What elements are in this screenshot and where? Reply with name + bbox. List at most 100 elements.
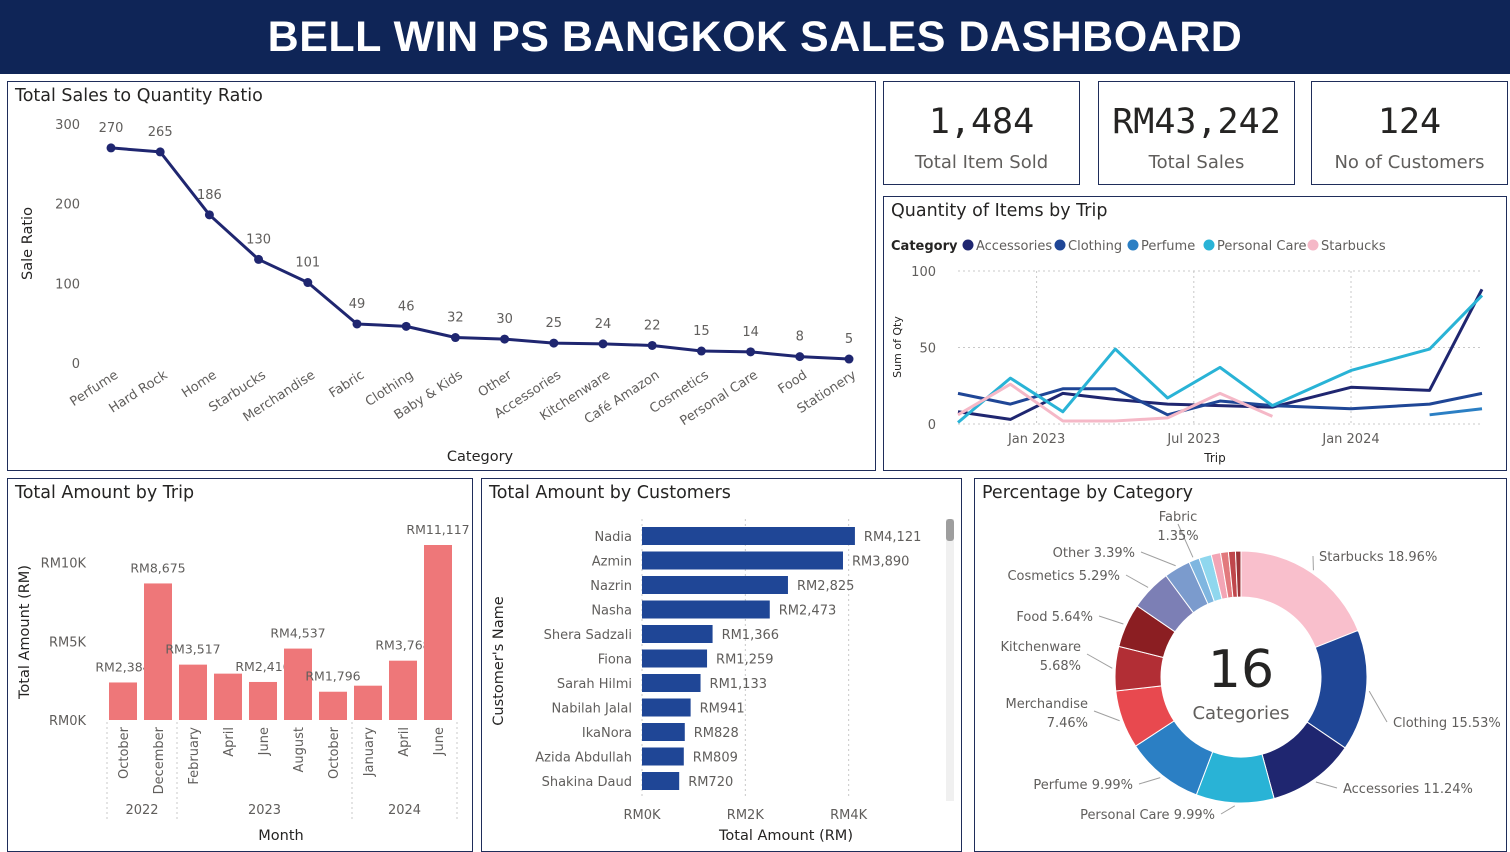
ratio-series-line [110, 146, 850, 361]
y-tick-label: 300 [55, 118, 80, 133]
data-label: 8 [796, 330, 804, 345]
leader-line [1368, 690, 1388, 723]
legend-item: Starbucks [1321, 239, 1386, 254]
legend-marker-perfume [1127, 239, 1139, 251]
data-point-personal-care [746, 347, 756, 357]
bar-june [249, 681, 277, 720]
slice-label: Accessories 11.24% [1343, 782, 1473, 797]
slice-minor-15 [1234, 550, 1242, 598]
y-tick-label: 0 [72, 357, 80, 372]
y-axis-title: Customer's Name [491, 596, 507, 725]
data-point-fabric [352, 319, 362, 329]
data-label: RM809 [693, 751, 738, 766]
data-label: 25 [546, 316, 563, 331]
bar-ikanora [642, 723, 685, 741]
slice-label: 5.68% [1040, 659, 1081, 674]
y-axis-title: Sum of Qty [891, 316, 904, 378]
trip-qty-panel-title: Quantity of Items by Trip [891, 201, 1108, 221]
year-label: 2022 [125, 803, 158, 818]
data-label: 22 [644, 318, 661, 333]
bar-october [319, 691, 347, 720]
x-tick-label: January [362, 727, 377, 778]
data-label: RM2,825 [797, 579, 854, 594]
percentage-panel[interactable]: Percentage by Category Starbucks 18.96% C… [974, 478, 1507, 852]
customer-name: Nazrin [590, 579, 632, 594]
slice-label: Cosmetics 5.29% [1007, 569, 1120, 584]
category-donut-chart[interactable]: Starbucks 18.96% Clothing 15.53% Accessori… [975, 479, 1505, 850]
bar-april [214, 673, 242, 720]
kpi-label: No of Customers [1334, 152, 1485, 173]
kpi-no-of-customers[interactable]: 124 No of Customers [1311, 81, 1508, 185]
bar-january [354, 685, 382, 720]
customers-bar-chart[interactable]: RM0K RM2K RM4K Nadia RM4,121 Azmin RM3,890 Nazr… [482, 479, 960, 850]
data-label: 14 [742, 325, 759, 340]
x-tick-label: December [152, 726, 167, 794]
data-label: 32 [447, 311, 464, 326]
x-tick-label: April [397, 727, 412, 757]
trip-qty-panel[interactable]: Quantity of Items by Trip Category Access… [883, 196, 1507, 471]
data-label: 265 [148, 125, 173, 140]
x-axis-title: Month [258, 828, 303, 844]
kpi-label: Total Item Sold [914, 152, 1049, 173]
leader-line [1093, 710, 1120, 722]
kpi-total-sales[interactable]: RM43,242 Total Sales [1098, 81, 1295, 185]
trip-amount-panel-title: Total Amount by Trip [15, 483, 195, 503]
bar-azida-abdullah [642, 747, 684, 766]
leader-line [1140, 551, 1176, 567]
x-tick-label: Home [179, 368, 219, 401]
data-point-home [204, 210, 214, 220]
donut-center-label: Categories [1192, 703, 1289, 724]
data-label: RM3,890 [852, 555, 909, 570]
series-line-personal-care [957, 294, 1484, 424]
x-tick-label: June [257, 727, 272, 756]
trip-amount-panel[interactable]: Total Amount by Trip RM0K RM5K RM10K Total … [7, 478, 473, 852]
legend-marker-starbucks [1307, 239, 1319, 251]
slice-label: 7.46% [1047, 716, 1088, 731]
trip-amount-bar-chart[interactable]: RM0K RM5K RM10K Total Amount (RM) RM2,384 Oct… [8, 479, 471, 850]
ratio-panel[interactable]: Total Sales to Quantity Ratio 0 100 200 300… [7, 81, 876, 471]
customers-panel[interactable]: Total Amount by Customers RM0K RM2K RM4K Na… [481, 478, 962, 852]
slice-label: Other 3.39% [1053, 546, 1135, 561]
leader-line [1125, 574, 1149, 588]
bar-nasha [642, 600, 770, 619]
data-point-perfume [106, 143, 116, 153]
slice-label: Food 5.64% [1016, 610, 1093, 625]
data-label: RM2,384 [95, 659, 150, 674]
trip-qty-line-chart[interactable]: Category Accessories Clothing Perfume Person… [884, 197, 1505, 469]
data-label: RM1,366 [722, 628, 779, 643]
customer-name: Nadia [594, 530, 632, 545]
y-tick-label: RM0K [49, 714, 87, 729]
x-axis-title: Category [447, 449, 514, 465]
data-label: RM3,768 [375, 638, 430, 653]
data-point-baby-kids [450, 333, 460, 343]
customers-panel-title: Total Amount by Customers [489, 483, 731, 503]
leader-line [1098, 615, 1124, 625]
bar-shakina-daud [642, 772, 680, 790]
customers-scrollbar[interactable] [946, 519, 954, 801]
leader-line [1138, 777, 1161, 785]
y-tick-label: 50 [919, 342, 936, 357]
legend-item: Personal Care [1217, 239, 1307, 254]
x-tick-label: RM4K [830, 808, 868, 823]
bar-nabilah-jalal [642, 698, 691, 717]
customers-scrollbar-thumb[interactable] [946, 519, 954, 541]
kpi-value: RM43,242 [1112, 102, 1281, 142]
data-label: 101 [295, 256, 320, 271]
dashboard-title: BELL WIN PS BANGKOK SALES DASHBOARD [267, 12, 1243, 61]
bar-sarah-hilmi [642, 674, 701, 692]
slice-label: Fabric [1159, 510, 1198, 525]
data-label: 30 [496, 312, 513, 327]
bar-february [179, 664, 207, 720]
data-label: RM1,796 [305, 669, 360, 684]
data-label: RM8,675 [130, 560, 185, 575]
x-tick-label: April [222, 727, 237, 757]
donut-center-value: 16 [1208, 640, 1274, 700]
customer-name: Azida Abdullah [535, 751, 632, 766]
data-label: 270 [99, 121, 124, 136]
slice-label: Merchandise [1005, 697, 1088, 712]
kpi-total-item-sold[interactable]: 1,484 Total Item Sold [883, 81, 1080, 185]
legend-marker-personal-care [1203, 239, 1215, 251]
slice-label: Clothing 15.53% [1393, 716, 1501, 731]
slice-label: Starbucks 18.96% [1319, 550, 1437, 565]
